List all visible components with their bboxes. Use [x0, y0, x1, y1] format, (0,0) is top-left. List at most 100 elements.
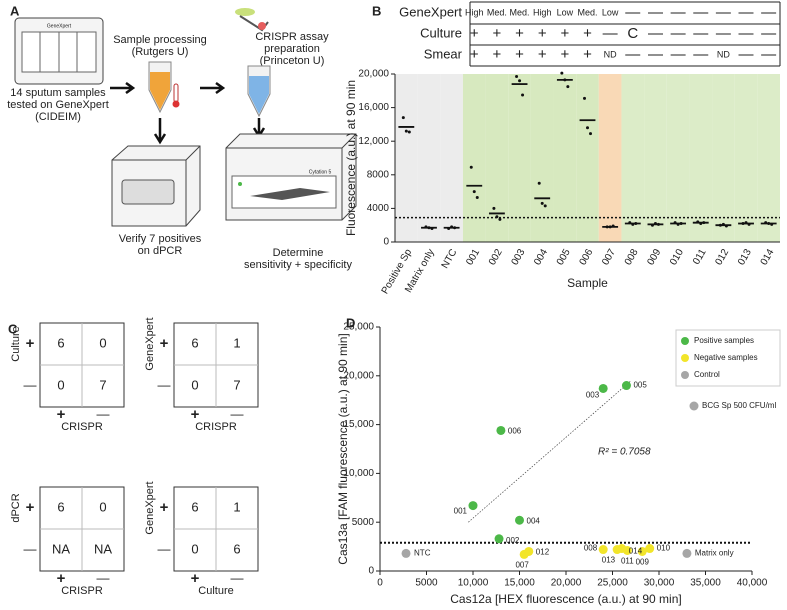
table-cell: — — [625, 4, 640, 21]
table-cell: 0 — [191, 377, 198, 392]
replicate-dot — [543, 204, 547, 208]
table-cell: — — [671, 46, 686, 63]
panel-label: A — [10, 3, 20, 18]
table-cell: — — [761, 46, 776, 63]
replicate-dot — [744, 221, 748, 225]
point — [617, 544, 627, 554]
table-cell: High — [465, 7, 484, 17]
x-tick-label: 012 — [713, 247, 731, 267]
table-cell: — — [671, 25, 686, 42]
replicate-dot — [699, 222, 703, 226]
y-tick-label: 20,000 — [358, 69, 389, 80]
arrow — [200, 81, 226, 95]
table-cell: — — [671, 4, 686, 21]
y-tick-label: 4000 — [367, 203, 390, 214]
x-tick-label: 35,000 — [690, 578, 721, 589]
replicate-dot — [673, 221, 677, 225]
table-cell: + — [470, 46, 479, 63]
replicate-dot — [430, 227, 434, 231]
annotation-dot — [689, 401, 699, 411]
step-text: Sample processing — [113, 34, 207, 46]
arrow — [110, 81, 136, 95]
point-label: 009 — [636, 558, 650, 567]
step-text: tested on GeneXpert — [7, 99, 109, 111]
x-tick-label: 003 — [510, 247, 528, 267]
replicate-dot — [650, 223, 654, 227]
table-cell: + — [583, 46, 592, 63]
replicate-dot — [583, 96, 586, 100]
replicate-dot — [560, 71, 564, 75]
x-tick-label: 004 — [532, 247, 550, 267]
point — [598, 383, 608, 393]
x-tick-label: 001 — [464, 247, 482, 267]
x-tick-label: 25,000 — [597, 578, 628, 589]
sign: + — [191, 570, 200, 587]
point — [637, 546, 647, 556]
band-shade — [508, 74, 531, 242]
legend-label: Negative samples — [694, 353, 758, 362]
point — [524, 546, 534, 556]
x-tick-label: 006 — [578, 247, 596, 267]
replicate-dot — [767, 222, 771, 226]
table-cell: + — [515, 46, 524, 63]
x-tick-label: 008 — [623, 247, 641, 267]
sign: — — [158, 377, 171, 392]
table-cell: 7 — [99, 377, 106, 392]
point-label: 006 — [508, 427, 522, 436]
legend-label: Control — [694, 370, 720, 379]
y-tick-label: 10,000 — [343, 468, 374, 479]
replicate-dot — [537, 181, 541, 185]
y-tick-label: 8000 — [367, 169, 390, 180]
machine-label: GeneXpert — [47, 23, 72, 29]
x-tick-label: 40,000 — [737, 578, 768, 589]
band-shade — [598, 74, 622, 242]
row-label: dPCR — [10, 493, 22, 522]
tube-liquid — [249, 76, 269, 114]
y-tick-label: 25,000 — [343, 322, 374, 333]
y-tick-label: 5000 — [352, 517, 375, 528]
x-tick-label: 005 — [555, 247, 573, 267]
x-tick-label: 0 — [377, 578, 383, 589]
band-shade — [666, 74, 690, 242]
table-cell: 1 — [233, 335, 240, 350]
table-cell: — — [625, 46, 640, 63]
table-cell: 0 — [99, 499, 106, 514]
replicate-dot — [764, 221, 768, 225]
step-text: (CIDEIM) — [35, 111, 81, 123]
replicate-dot — [696, 220, 700, 224]
table-cell: 6 — [57, 335, 64, 350]
table-cell: 6 — [191, 499, 198, 514]
band-shade — [553, 74, 577, 242]
table-cell: + — [493, 46, 502, 63]
sign: — — [24, 377, 37, 392]
sign: + — [160, 335, 169, 352]
band-shade — [621, 74, 645, 242]
x-tick-label: 014 — [759, 247, 777, 267]
sign: — — [24, 541, 37, 556]
replicate-dot — [472, 190, 476, 194]
col-label: CRISPR — [61, 421, 103, 433]
table-cell: — — [716, 4, 731, 21]
x-tick-label: 20,000 — [551, 578, 582, 589]
replicate-dot — [404, 129, 408, 133]
replicate-dot — [498, 217, 502, 221]
table-cell: — — [761, 25, 776, 42]
sign: + — [191, 406, 200, 423]
point-label: 011 — [621, 557, 634, 566]
table-cell: + — [538, 25, 547, 42]
table-cell: — — [716, 25, 731, 42]
band-shade — [485, 74, 509, 242]
table-cell: + — [470, 25, 479, 42]
panel-label: C — [8, 321, 18, 336]
band-shade — [757, 74, 780, 242]
legend-box — [675, 329, 781, 387]
cytation-edge — [226, 133, 357, 220]
table-row-label: Culture — [420, 25, 462, 40]
point-label: 001 — [454, 507, 468, 516]
replicate-dot — [653, 222, 657, 226]
band-shade — [689, 74, 713, 242]
point — [598, 545, 608, 555]
annotation: BCG Sp 500 CFU/ml — [702, 401, 776, 410]
replicate-dot — [747, 222, 751, 226]
replicate-dot — [679, 222, 683, 226]
